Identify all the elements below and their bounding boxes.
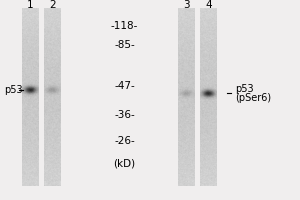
Text: -36-: -36- xyxy=(114,110,135,120)
Text: p53: p53 xyxy=(236,84,254,94)
Text: -47-: -47- xyxy=(114,81,135,91)
Text: 3: 3 xyxy=(183,0,189,10)
Text: -118-: -118- xyxy=(111,21,138,31)
Text: -85-: -85- xyxy=(114,40,135,50)
Text: -26-: -26- xyxy=(114,136,135,146)
Text: 2: 2 xyxy=(49,0,56,10)
Text: p53: p53 xyxy=(4,85,23,95)
Text: 4: 4 xyxy=(205,0,212,10)
Text: (pSer6): (pSer6) xyxy=(236,93,272,103)
Text: (kD): (kD) xyxy=(113,159,136,169)
Text: 1: 1 xyxy=(27,0,33,10)
